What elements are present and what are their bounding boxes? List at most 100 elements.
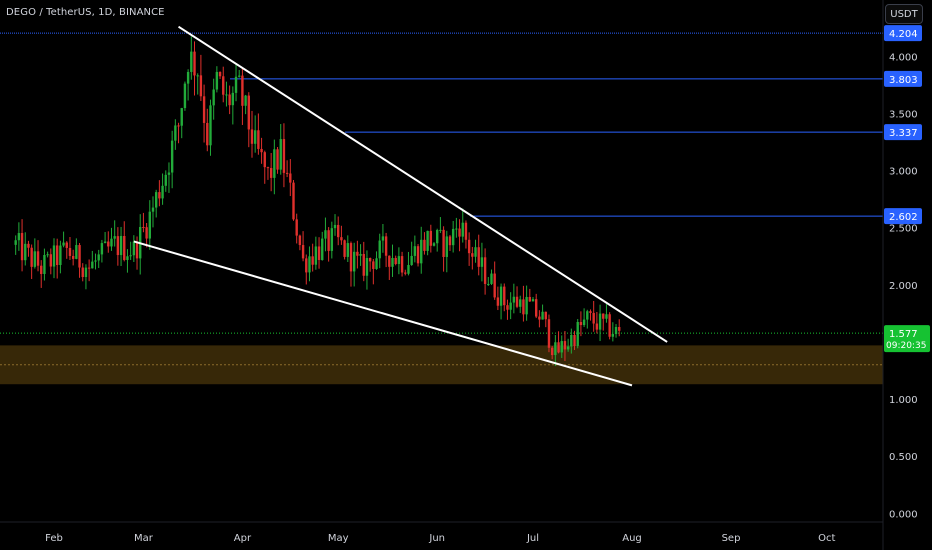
candle-body bbox=[458, 228, 461, 237]
candle-body bbox=[506, 305, 509, 310]
candle-body bbox=[49, 254, 53, 267]
candle-body bbox=[276, 149, 279, 170]
candle-body bbox=[183, 83, 187, 109]
candle-body bbox=[356, 251, 359, 256]
candle-body bbox=[343, 240, 346, 257]
level-price-tag bbox=[884, 124, 922, 141]
candle-body bbox=[43, 254, 46, 274]
candle-body bbox=[119, 236, 123, 256]
time-tick-label: Jul bbox=[526, 533, 539, 544]
candle-body bbox=[20, 233, 24, 261]
candle-body bbox=[519, 299, 522, 307]
candle-body bbox=[340, 237, 343, 241]
candle-body bbox=[206, 122, 209, 146]
candle-body bbox=[209, 105, 212, 146]
candle-body bbox=[493, 273, 496, 298]
candle-body bbox=[81, 267, 84, 278]
level-price-tag bbox=[884, 25, 922, 42]
candle-body bbox=[314, 246, 318, 265]
candle-body bbox=[247, 95, 250, 130]
candle-body bbox=[40, 265, 43, 274]
candle-body bbox=[410, 255, 413, 266]
level-price-tag-label: 2.602 bbox=[889, 212, 918, 223]
candle-body bbox=[27, 243, 30, 248]
level-price-tag bbox=[884, 70, 922, 87]
time-tick-label: May bbox=[328, 533, 349, 544]
candle-body bbox=[455, 228, 458, 230]
time-tick-label: Aug bbox=[622, 533, 642, 544]
candle-body bbox=[110, 238, 113, 247]
candle-body bbox=[228, 94, 231, 106]
candle-body bbox=[107, 241, 110, 247]
candle-body bbox=[59, 245, 62, 265]
candle-body bbox=[186, 71, 190, 84]
candle-body bbox=[190, 51, 193, 72]
candle-body bbox=[362, 253, 365, 276]
price-tick-label: 4.000 bbox=[889, 52, 918, 63]
candle-body bbox=[234, 76, 238, 93]
candle-body bbox=[305, 258, 308, 273]
candle-body bbox=[391, 257, 394, 267]
candle-body bbox=[295, 219, 298, 236]
price-tick-label: 2.500 bbox=[889, 224, 918, 235]
price-axis[interactable]: 0.000 0.500 1.000 2.000 2.500 3.000 3.500 4.000 bbox=[889, 52, 918, 520]
candle-body bbox=[14, 240, 17, 245]
price-tick-label: 3.500 bbox=[889, 110, 918, 121]
candle-body bbox=[231, 92, 235, 106]
candle-body bbox=[560, 341, 563, 353]
candle-body bbox=[349, 243, 353, 272]
candle-body bbox=[477, 247, 480, 267]
candle-body bbox=[602, 313, 605, 319]
candle-body bbox=[448, 236, 452, 246]
level-price-tag-label: 4.204 bbox=[889, 29, 918, 40]
candle-body bbox=[65, 242, 68, 248]
candle-body bbox=[400, 256, 404, 273]
price-tick-label: 3.000 bbox=[889, 167, 918, 178]
candle-body bbox=[94, 260, 97, 262]
candle-body bbox=[55, 245, 59, 265]
candle-body bbox=[253, 130, 257, 144]
candle-body bbox=[573, 334, 576, 346]
candle-body bbox=[451, 228, 455, 246]
level-price-tag-label: 3.337 bbox=[889, 128, 918, 139]
candle-body bbox=[461, 222, 464, 237]
demand-zone-layer bbox=[0, 345, 883, 385]
candle-body bbox=[113, 236, 116, 239]
candle-body bbox=[420, 239, 423, 264]
candle-body bbox=[91, 261, 94, 269]
candle-body bbox=[308, 256, 311, 273]
candle-body bbox=[33, 251, 37, 267]
candle-body bbox=[378, 240, 381, 259]
candle-body bbox=[71, 255, 75, 259]
candle-body bbox=[525, 296, 528, 315]
candle-body bbox=[480, 257, 484, 267]
candle-body bbox=[199, 75, 203, 97]
candle-body bbox=[483, 257, 487, 284]
candle-body bbox=[426, 230, 429, 251]
last-price-tag bbox=[884, 325, 930, 353]
candle-body bbox=[285, 172, 289, 174]
candle-body bbox=[464, 222, 468, 240]
candle-body bbox=[241, 75, 244, 106]
candle-body bbox=[75, 245, 78, 259]
candle-body bbox=[388, 255, 391, 267]
candle-body bbox=[100, 243, 104, 255]
time-axis[interactable]: Feb Mar Apr May Jun Jul Aug Sep Oct bbox=[45, 533, 835, 544]
currency-button[interactable]: USDT bbox=[885, 4, 923, 24]
candle-body bbox=[317, 246, 321, 260]
candle-body bbox=[142, 226, 145, 228]
candle-body bbox=[238, 75, 241, 77]
candles bbox=[14, 36, 621, 367]
time-tick-label: Sep bbox=[722, 533, 741, 544]
candle-body bbox=[330, 228, 334, 251]
candle-body bbox=[531, 299, 535, 302]
trendlines bbox=[133, 25, 668, 387]
candle-body bbox=[116, 236, 120, 256]
candle-body bbox=[301, 245, 305, 259]
candle-body bbox=[515, 296, 519, 307]
candle-body bbox=[467, 239, 471, 254]
candle-body bbox=[509, 302, 512, 310]
